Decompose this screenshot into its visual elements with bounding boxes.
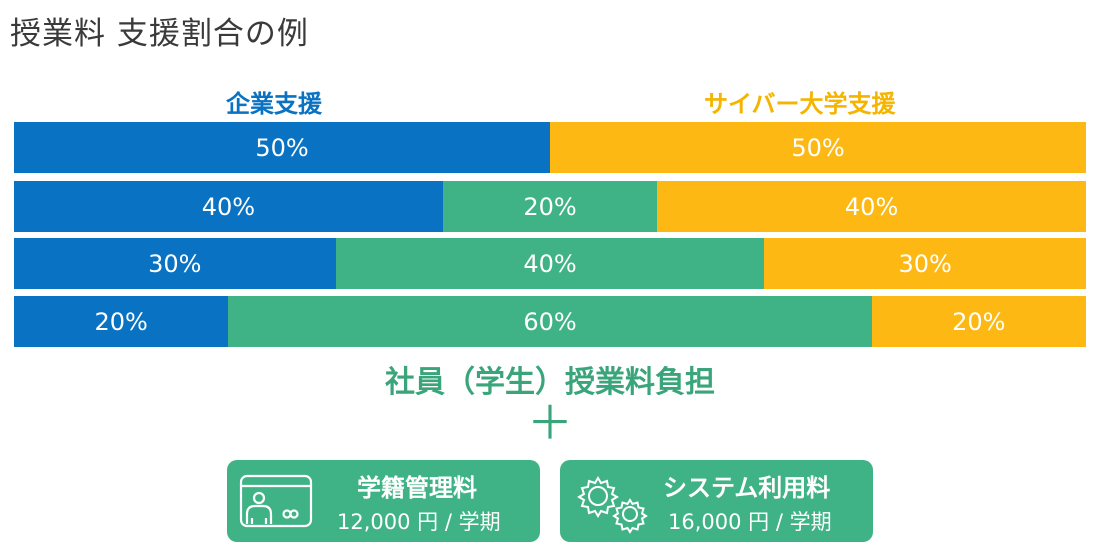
- segment-company: 40%: [14, 181, 443, 232]
- segment-student: 20%: [442, 181, 658, 232]
- segment-cyber: 20%: [871, 296, 1086, 347]
- card-registration-fee: 学籍管理料 12,000 円 / 学期: [227, 460, 540, 542]
- gears-icon: [572, 474, 652, 538]
- page-title: 授業料 支援割合の例: [10, 16, 309, 52]
- segment-cyber: 30%: [764, 238, 1086, 289]
- student-burden-label: 社員（学生）授業料負担: [385, 365, 715, 400]
- segment-cyber: 40%: [657, 181, 1086, 232]
- bar-row-2: 40% 20% 40%: [14, 181, 1086, 232]
- card-price: 16,000 円 / 学期: [668, 510, 832, 534]
- segment-company: 30%: [14, 238, 336, 289]
- segment-student: 40%: [335, 238, 765, 289]
- bar-row-3: 30% 40% 30%: [14, 238, 1086, 289]
- legend-cyber-univ-support: サイバー大学支援: [704, 90, 896, 118]
- segment-company: 50%: [14, 122, 550, 173]
- legend-company-support: 企業支援: [226, 90, 322, 118]
- plus-sign: ＋: [527, 396, 573, 450]
- bar-row-1: 50% 50%: [14, 122, 1086, 173]
- card-price: 12,000 円 / 学期: [337, 510, 501, 534]
- bar-row-4: 20% 60% 20%: [14, 296, 1086, 347]
- id-card-icon: [239, 474, 313, 532]
- segment-company: 20%: [14, 296, 229, 347]
- segment-cyber: 50%: [550, 122, 1086, 173]
- card-title: システム利用料: [663, 474, 831, 502]
- card-system-fee: システム利用料 16,000 円 / 学期: [560, 460, 873, 542]
- card-title: 学籍管理料: [357, 474, 477, 502]
- segment-student: 60%: [228, 296, 872, 347]
